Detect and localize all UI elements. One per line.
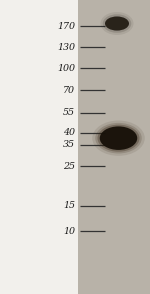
- Ellipse shape: [103, 14, 131, 33]
- Text: 55: 55: [63, 108, 75, 117]
- Ellipse shape: [92, 121, 145, 156]
- Text: 40: 40: [63, 128, 75, 137]
- Ellipse shape: [98, 125, 140, 152]
- Ellipse shape: [95, 123, 142, 153]
- Text: 130: 130: [57, 43, 75, 51]
- Text: 35: 35: [63, 140, 75, 149]
- Text: 15: 15: [63, 201, 75, 210]
- Bar: [78, 0, 150, 294]
- Ellipse shape: [100, 12, 134, 35]
- Ellipse shape: [100, 126, 137, 150]
- Text: 70: 70: [63, 86, 75, 95]
- Text: 25: 25: [63, 162, 75, 171]
- Text: 10: 10: [63, 227, 75, 236]
- Ellipse shape: [105, 16, 129, 31]
- Bar: [0, 0, 78, 294]
- Text: 100: 100: [57, 64, 75, 73]
- Text: 170: 170: [57, 22, 75, 31]
